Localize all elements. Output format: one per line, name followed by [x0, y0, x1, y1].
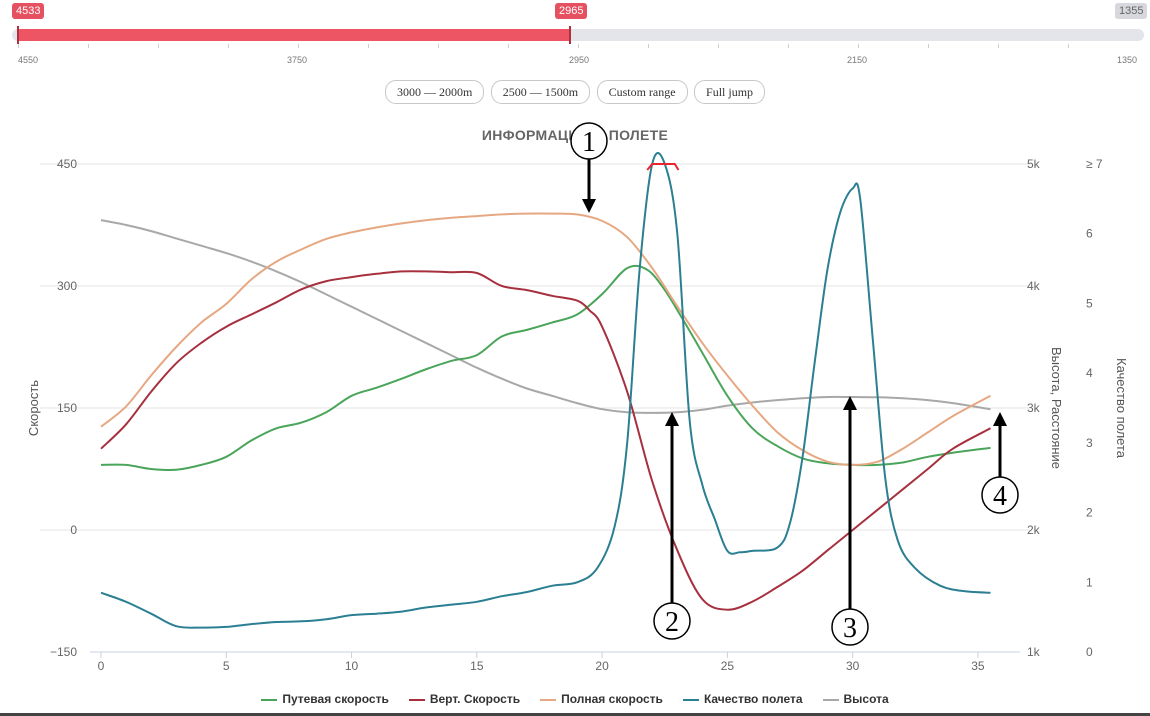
- x-tick-label: 30: [846, 659, 860, 673]
- annotation-label-2: 2: [665, 607, 679, 638]
- slider-tick-label: 2950: [568, 55, 590, 65]
- y-right-quality-tick-label: 0: [1086, 645, 1093, 659]
- y-left-tick-label: 450: [57, 157, 77, 171]
- y-right-altitude-tick-label: 5k: [1027, 157, 1041, 171]
- slider-left-value: 4533: [12, 3, 45, 19]
- full-jump-button[interactable]: Full jump: [694, 80, 766, 104]
- y-right-quality-tick-label: 4: [1086, 366, 1093, 380]
- page-bottom-border: [0, 713, 1150, 716]
- slider-minor-tick: [998, 44, 999, 48]
- slider-minor-tick: [648, 44, 649, 48]
- slider-minor-tick: [1068, 44, 1069, 48]
- annotation-circle: [653, 602, 691, 640]
- slider-right-handle[interactable]: [569, 26, 571, 44]
- annotation-label-1: 1: [582, 127, 596, 158]
- y-right-quality-tick-label: 1: [1086, 575, 1093, 589]
- slider-minor-tick: [858, 44, 859, 48]
- slider-minor-tick: [18, 44, 19, 48]
- annotation-arrow-head: [843, 396, 857, 410]
- y-right-altitude-tick-label: 1k: [1027, 645, 1041, 659]
- slider-minor-tick: [88, 44, 89, 48]
- slider-minor-tick: [228, 44, 229, 48]
- legend-label: Высота: [843, 692, 889, 706]
- legend-swatch: [822, 698, 839, 701]
- slider-left-handle[interactable]: [17, 26, 19, 44]
- legend-item-0[interactable]: Путевая скорость: [261, 692, 389, 706]
- slider-tick-label: 1350: [1116, 55, 1138, 65]
- slider-max-value: 1355: [1115, 3, 1148, 19]
- x-tick-label: 15: [470, 659, 484, 673]
- y-right-quality-tick-label: 6: [1086, 227, 1093, 241]
- legend-label: Верт. Скорость: [429, 692, 521, 706]
- slider-tick-label: 2150: [846, 55, 868, 65]
- x-tick-label: 35: [971, 659, 985, 673]
- legend-swatch: [261, 698, 278, 701]
- y-right-altitude-tick-label: 4k: [1027, 279, 1041, 293]
- slider-minor-tick: [788, 44, 789, 48]
- y-left-axis-title: Скорость: [26, 380, 41, 436]
- series-line-3[interactable]: [100, 152, 991, 629]
- slider-minor-tick: [928, 44, 929, 48]
- y-right-altitude-axis-title: Высота, Расстояние: [1049, 347, 1064, 469]
- y-right-altitude-tick-label: 2k: [1027, 523, 1041, 537]
- annotation-circle: [831, 608, 869, 646]
- legend-swatch: [408, 698, 425, 701]
- annotation-arrow-head: [993, 412, 1007, 426]
- legend-item-3[interactable]: Качество полета: [682, 692, 803, 706]
- slider-right-value: 2965: [555, 3, 588, 19]
- custom-range-button[interactable]: Custom range: [596, 80, 688, 104]
- legend-label: Полная скорость: [561, 692, 663, 706]
- legend-label: Путевая скорость: [282, 692, 389, 706]
- y-right-quality-tick-label: 5: [1086, 296, 1093, 310]
- slider-minor-tick: [718, 44, 719, 48]
- range-2500-1500-button[interactable]: 2500 — 1500m: [490, 80, 591, 104]
- legend-item-4[interactable]: Высота: [822, 692, 889, 706]
- x-tick-label: 0: [98, 659, 105, 673]
- slider-tick-label: 4550: [17, 55, 39, 65]
- range-3000-2000-button[interactable]: 3000 — 2000m: [384, 80, 485, 104]
- slider-minor-tick: [368, 44, 369, 48]
- slider-selected-range: [18, 29, 570, 41]
- annotation-label-3: 3: [843, 613, 857, 644]
- y-right-quality-tick-label: 2: [1086, 506, 1093, 520]
- y-left-tick-label: 150: [57, 401, 77, 415]
- slider-minor-tick: [298, 44, 299, 48]
- y-right-quality-tick-label: 3: [1086, 436, 1093, 450]
- range-slider[interactable]: 4533 2965 1355 4550 3750 2950 2150 1350: [0, 0, 1150, 78]
- x-tick-label: 5: [223, 659, 230, 673]
- slider-minor-tick: [578, 44, 579, 48]
- chart-legend: Путевая скорость Верт. Скорость Полная ско…: [0, 692, 1150, 706]
- y-right-quality-axis-title: Качество полета: [1114, 358, 1129, 459]
- annotation-circle: [981, 476, 1019, 514]
- series-line-4[interactable]: [100, 219, 991, 414]
- series-line-2[interactable]: [100, 212, 991, 466]
- slider-minor-tick: [508, 44, 509, 48]
- series-line-1[interactable]: [100, 270, 991, 611]
- slider-minor-tick: [438, 44, 439, 48]
- range-buttons: 3000 — 2000m 2500 — 1500m Custom range F…: [0, 80, 1150, 104]
- legend-item-2[interactable]: Полная скорость: [540, 692, 663, 706]
- annotation-arrow-head: [582, 199, 596, 213]
- annotation-label-4: 4: [993, 481, 1007, 512]
- x-tick-label: 10: [345, 659, 359, 673]
- quality-cap-marker: [646, 163, 680, 171]
- annotation-arrow-head: [665, 412, 679, 426]
- legend-swatch: [682, 698, 699, 701]
- legend-label: Качество полета: [703, 692, 803, 706]
- y-right-quality-tick-label: ≥ 7: [1086, 157, 1103, 171]
- legend-item-1[interactable]: Верт. Скорость: [408, 692, 521, 706]
- y-left-tick-label: −150: [50, 645, 77, 659]
- legend-swatch: [540, 698, 557, 701]
- series-line-0[interactable]: [100, 264, 991, 472]
- annotation-circle: [570, 122, 608, 160]
- slider-minor-tick: [158, 44, 159, 48]
- x-tick-label: 25: [721, 659, 735, 673]
- x-tick-label: 20: [595, 659, 609, 673]
- slider-tick-label: 3750: [286, 55, 308, 65]
- y-left-tick-label: 0: [70, 523, 77, 537]
- y-left-tick-label: 300: [57, 279, 77, 293]
- y-right-altitude-tick-label: 3k: [1027, 401, 1041, 415]
